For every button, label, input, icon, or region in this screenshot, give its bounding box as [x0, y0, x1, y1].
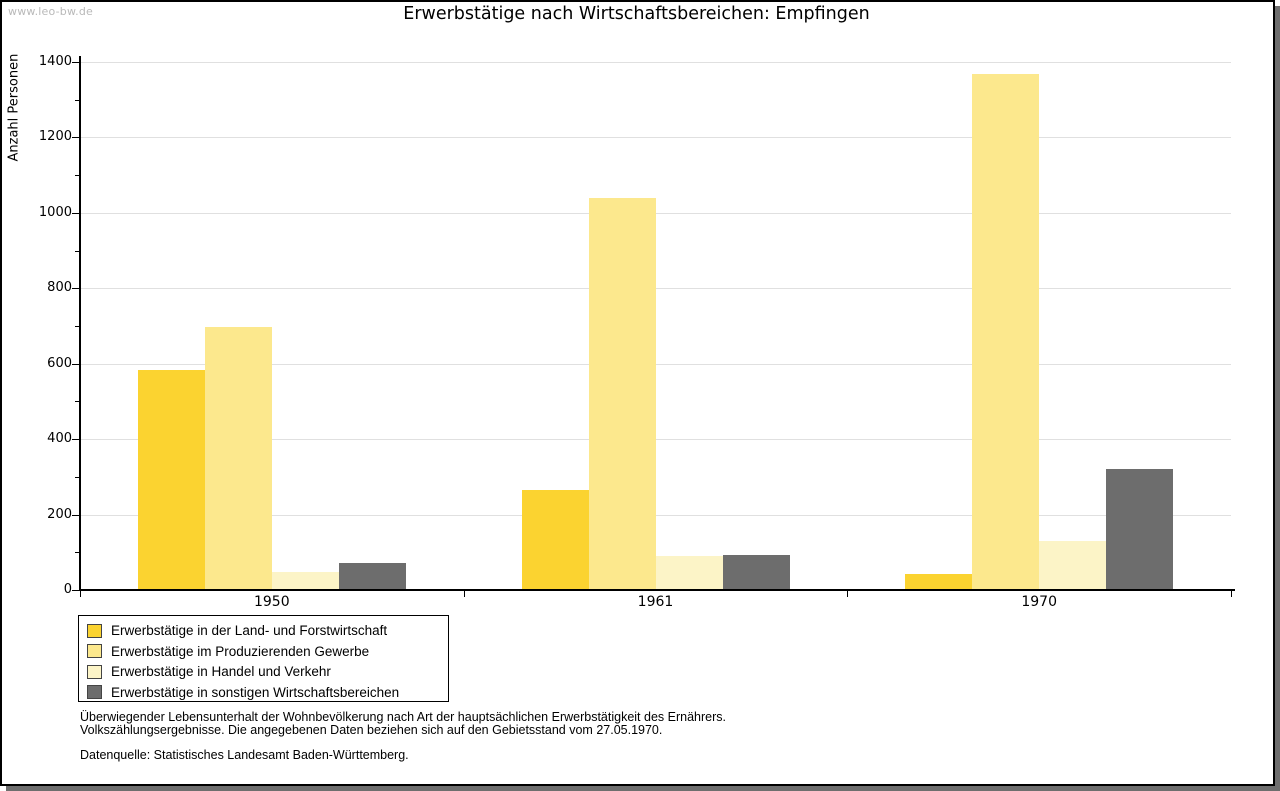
legend-row-4: Erwerbstätige in sonstigen Wirtschaftsbe…	[87, 685, 448, 700]
bar-1950-series-2	[204, 327, 272, 590]
bar-1961-series-1	[521, 490, 589, 590]
x-category-label-1961: 1961	[637, 594, 674, 610]
y-tick-minor-700	[75, 326, 79, 327]
gridline-200	[81, 514, 1231, 516]
chart-title: Erwerbstätige nach Wirtschaftsbereichen:…	[403, 4, 870, 24]
y-tick-label-800: 800	[47, 280, 72, 296]
y-tick-minor-1100	[75, 175, 79, 177]
x-tick-1	[463, 591, 465, 597]
gridline-400	[81, 439, 1231, 441]
y-tick-minor-500	[75, 401, 79, 403]
y-axis-line	[79, 56, 81, 590]
legend-swatch-icon	[87, 664, 102, 679]
y-tick-minor-1300	[75, 99, 79, 101]
y-tick-major-1200	[72, 137, 79, 139]
bar-1961-series-2	[588, 198, 656, 590]
source-line: Datenquelle: Statistisches Landesamt Bad…	[80, 748, 409, 762]
gridline-1400	[81, 62, 1231, 63]
gridline-1200	[81, 137, 1231, 139]
y-tick-major-400	[72, 439, 79, 441]
y-tick-label-400: 400	[47, 431, 72, 447]
legend-swatch-icon	[87, 623, 102, 638]
y-tick-label-1200: 1200	[38, 129, 72, 145]
y-axis-label: Anzahl Personen	[6, 53, 22, 162]
x-tick-0	[80, 591, 81, 597]
bar-1950-series-1	[137, 370, 205, 590]
bar-1970-series-2	[972, 73, 1040, 590]
watermark-leo-bw: www.leo-bw.de	[8, 5, 94, 18]
legend-label: Erwerbstätige in sonstigen Wirtschaftsbe…	[111, 684, 400, 700]
x-category-label-1950: 1950	[253, 594, 290, 610]
y-tick-label-0: 0	[63, 582, 72, 597]
y-tick-major-200	[72, 514, 79, 516]
x-tick-3	[1231, 591, 1232, 597]
x-tick-2	[847, 591, 849, 597]
y-tick-minor-300	[75, 476, 79, 478]
y-tick-major-0	[72, 590, 79, 591]
y-tick-minor-100	[75, 552, 79, 554]
legend-swatch-icon	[87, 644, 102, 658]
bar-1970-series-1	[905, 573, 973, 590]
y-tick-label-1400: 1400	[38, 54, 72, 69]
bar-1950-series-3	[271, 571, 339, 590]
y-tick-minor-900	[75, 250, 79, 252]
y-tick-major-1000	[72, 212, 79, 214]
legend-swatch-icon	[87, 685, 102, 699]
y-tick-major-800	[72, 288, 79, 290]
y-tick-label-1000: 1000	[38, 204, 72, 220]
bar-1961-series-3	[655, 556, 723, 590]
legend-row-2: Erwerbstätige im Produzierenden Gewerbe	[87, 644, 448, 659]
y-tick-label-600: 600	[47, 355, 72, 371]
legend-label: Erwerbstätige in Handel und Verkehr	[111, 664, 331, 679]
legend-row-3: Erwerbstätige in Handel und Verkehr	[87, 664, 448, 679]
bar-1950-series-4	[338, 562, 406, 590]
x-category-label-1970: 1970	[1021, 594, 1057, 610]
legend-items: Erwerbstätige in der Land- und Forstwirt…	[87, 623, 448, 700]
legend-row-1: Erwerbstätige in der Land- und Forstwirt…	[87, 623, 448, 638]
footnote-line-1: Überwiegender Lebensunterhalt der Wohnbe…	[80, 710, 726, 724]
legend-label: Erwerbstätige im Produzierenden Gewerbe	[111, 643, 370, 659]
bar-1970-series-3	[1039, 541, 1107, 590]
footnote-line-2: Volkszählungsergebnisse. Die angegebenen…	[80, 723, 663, 737]
y-tick-major-1400	[72, 62, 79, 63]
gridline-600	[81, 363, 1231, 365]
y-tick-label-200: 200	[47, 506, 72, 522]
gridline-800	[81, 288, 1231, 290]
legend: Erwerbstätige in der Land- und Forstwirt…	[78, 615, 449, 702]
y-tick-major-600	[72, 363, 79, 365]
bar-1961-series-4	[722, 554, 790, 590]
gridline-1000	[81, 212, 1231, 214]
legend-label: Erwerbstätige in der Land- und Forstwirt…	[111, 623, 388, 638]
x-axis-line	[79, 589, 1235, 591]
bar-1970-series-4	[1106, 469, 1174, 590]
